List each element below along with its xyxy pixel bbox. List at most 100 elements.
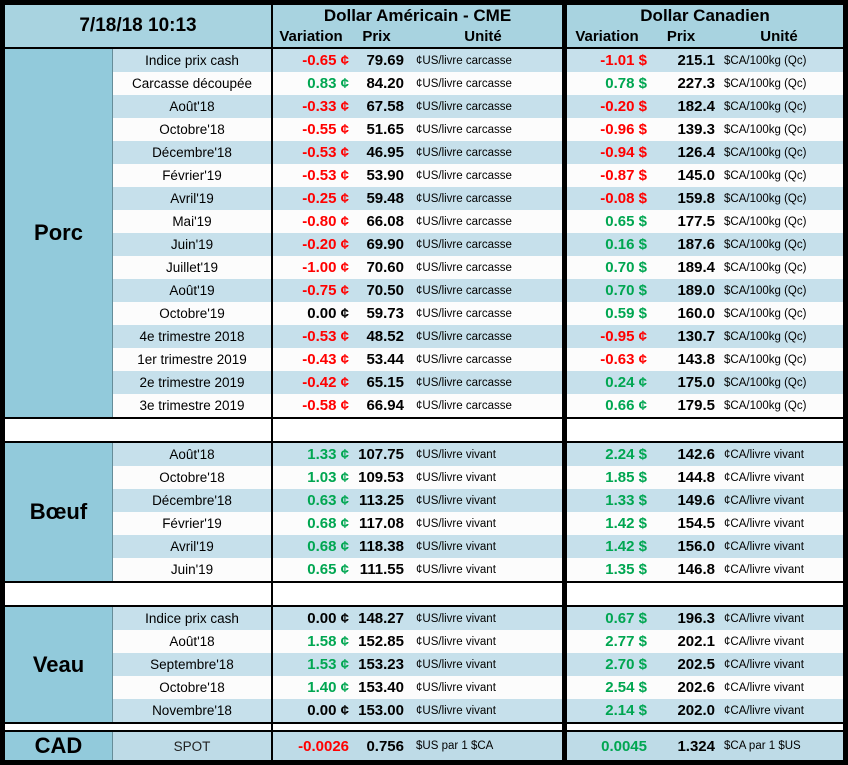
us-price-cell[interactable]: 69.90 bbox=[366, 236, 404, 253]
ca-unit-cell[interactable]: ¢CA/livre vivant bbox=[724, 681, 804, 694]
us-price-cell[interactable]: 153.23 bbox=[358, 656, 404, 673]
ca-unit-cell[interactable]: $CA/100kg (Qc) bbox=[724, 284, 807, 297]
ca-price-cell[interactable]: 154.5 bbox=[677, 515, 715, 532]
us-variation-cell[interactable]: -0.25 ¢ bbox=[302, 190, 349, 207]
us-variation-cell[interactable]: 1.58 ¢ bbox=[307, 633, 349, 650]
ca-unit-cell[interactable]: $CA/100kg (Qc) bbox=[724, 399, 807, 412]
ca-variation-cell[interactable]: -0.87 $ bbox=[600, 167, 647, 184]
us-unit-cell[interactable]: ¢US/livre vivant bbox=[416, 494, 496, 507]
ca-variation-cell[interactable]: 0.70 $ bbox=[605, 259, 647, 276]
us-variation-cell[interactable]: 0.68 ¢ bbox=[307, 538, 349, 555]
us-price-cell[interactable]: 59.48 bbox=[366, 190, 404, 207]
ca-price-cell[interactable]: 182.4 bbox=[677, 98, 715, 115]
contract-label-cell[interactable]: Octobre'18 bbox=[113, 676, 273, 699]
us-price-cell[interactable]: 59.73 bbox=[366, 305, 404, 322]
us-price-cell[interactable]: 53.90 bbox=[366, 167, 404, 184]
us-variation-cell[interactable]: -0.55 ¢ bbox=[302, 121, 349, 138]
us-unit-cell[interactable]: ¢US/livre vivant bbox=[416, 658, 496, 671]
contract-label-cell[interactable]: Mai'19 bbox=[113, 210, 273, 233]
ca-price-cell[interactable]: 146.8 bbox=[677, 561, 715, 578]
us-price-cell[interactable]: 67.58 bbox=[366, 98, 404, 115]
ca-variation-cell[interactable]: -1.01 $ bbox=[600, 52, 647, 69]
contract-label-cell[interactable]: Novembre'18 bbox=[113, 699, 273, 722]
us-variation-cell[interactable]: 0.83 ¢ bbox=[307, 75, 349, 92]
us-variation-cell[interactable]: -0.20 ¢ bbox=[302, 236, 349, 253]
us-variation-cell[interactable]: -0.53 ¢ bbox=[302, 328, 349, 345]
ca-price-cell[interactable]: 130.7 bbox=[677, 328, 715, 345]
ca-price-cell[interactable]: 189.4 bbox=[677, 259, 715, 276]
ca-variation-cell[interactable]: 2.54 $ bbox=[605, 679, 647, 696]
us-variation-cell[interactable]: 1.03 ¢ bbox=[307, 469, 349, 486]
ca-variation-cell[interactable]: -0.95 ¢ bbox=[600, 328, 647, 345]
contract-label-cell[interactable]: Août'18 bbox=[113, 95, 273, 118]
ca-variation-cell[interactable]: 2.14 $ bbox=[605, 702, 647, 719]
ca-variation-cell[interactable]: 0.16 $ bbox=[605, 236, 647, 253]
ca-variation-cell[interactable]: 1.42 $ bbox=[605, 515, 647, 532]
us-unit-cell[interactable]: ¢US/livre carcasse bbox=[416, 123, 512, 136]
us-unit-cell[interactable]: ¢US/livre carcasse bbox=[416, 146, 512, 159]
ca-unit-cell[interactable]: ¢CA/livre vivant bbox=[724, 494, 804, 507]
us-variation-cell[interactable]: 1.53 ¢ bbox=[307, 656, 349, 673]
contract-label-cell[interactable]: Avril'19 bbox=[113, 535, 273, 558]
us-variation-cell[interactable]: 0.00 ¢ bbox=[307, 305, 349, 322]
us-variation-cell[interactable]: -1.00 ¢ bbox=[302, 259, 349, 276]
contract-label-cell[interactable]: Août'18 bbox=[113, 443, 273, 466]
us-variation-cell[interactable]: 0.68 ¢ bbox=[307, 515, 349, 532]
contract-label-cell[interactable]: Indice prix cash bbox=[113, 49, 273, 72]
ca-price-cell[interactable]: 143.8 bbox=[677, 351, 715, 368]
ca-variation-cell[interactable]: -0.96 $ bbox=[600, 121, 647, 138]
us-price-cell[interactable]: 118.38 bbox=[358, 538, 404, 555]
us-price-cell[interactable]: 152.85 bbox=[358, 633, 404, 650]
us-variation-cell[interactable]: 0.63 ¢ bbox=[307, 492, 349, 509]
us-unit-cell[interactable]: ¢US/livre vivant bbox=[416, 540, 496, 553]
ca-price-cell[interactable]: 189.0 bbox=[677, 282, 715, 299]
us-unit-cell[interactable]: ¢US/livre carcasse bbox=[416, 376, 512, 389]
ca-unit-cell[interactable]: ¢CA/livre vivant bbox=[724, 471, 804, 484]
us-price-cell[interactable]: 66.94 bbox=[366, 397, 404, 414]
us-price-cell[interactable]: 84.20 bbox=[366, 75, 404, 92]
ca-variation-cell[interactable]: 0.59 $ bbox=[605, 305, 647, 322]
us-unit-cell[interactable]: ¢US/livre carcasse bbox=[416, 399, 512, 412]
contract-label-cell[interactable]: Octobre'18 bbox=[113, 118, 273, 141]
ca-unit-cell[interactable]: $CA/100kg (Qc) bbox=[724, 100, 807, 113]
contract-label-cell[interactable]: SPOT bbox=[113, 732, 273, 760]
ca-unit-cell[interactable]: ¢CA/livre vivant bbox=[724, 517, 804, 530]
ca-variation-cell[interactable]: 0.65 $ bbox=[605, 213, 647, 230]
ca-variation-cell[interactable]: 0.24 ¢ bbox=[605, 374, 647, 391]
us-unit-cell[interactable]: ¢US/livre carcasse bbox=[416, 215, 512, 228]
ca-variation-cell[interactable]: 1.35 $ bbox=[605, 561, 647, 578]
us-variation-cell[interactable]: 1.33 ¢ bbox=[307, 446, 349, 463]
us-price-cell[interactable]: 46.95 bbox=[366, 144, 404, 161]
ca-unit-cell[interactable]: $CA/100kg (Qc) bbox=[724, 376, 807, 389]
us-variation-cell[interactable]: 0.65 ¢ bbox=[307, 561, 349, 578]
contract-label-cell[interactable]: Février'19 bbox=[113, 512, 273, 535]
contract-label-cell[interactable]: 1er trimestre 2019 bbox=[113, 348, 273, 371]
us-unit-cell[interactable]: $US par 1 $CA bbox=[416, 740, 494, 752]
us-price-cell[interactable]: 70.60 bbox=[366, 259, 404, 276]
contract-label-cell[interactable]: 3e trimestre 2019 bbox=[113, 394, 273, 417]
ca-unit-cell[interactable]: ¢CA/livre vivant bbox=[724, 635, 804, 648]
contract-label-cell[interactable]: Octobre'19 bbox=[113, 302, 273, 325]
ca-variation-cell[interactable]: 2.24 $ bbox=[605, 446, 647, 463]
us-variation-cell[interactable]: -0.80 ¢ bbox=[302, 213, 349, 230]
ca-variation-cell[interactable]: 1.42 $ bbox=[605, 538, 647, 555]
ca-unit-cell[interactable]: $CA/100kg (Qc) bbox=[724, 238, 807, 251]
us-variation-cell[interactable]: -0.53 ¢ bbox=[302, 144, 349, 161]
us-price-cell[interactable]: 66.08 bbox=[366, 213, 404, 230]
ca-unit-cell[interactable]: ¢CA/livre vivant bbox=[724, 448, 804, 461]
ca-unit-cell[interactable]: $CA/100kg (Qc) bbox=[724, 192, 807, 205]
us-variation-cell[interactable]: -0.0026 bbox=[298, 737, 349, 755]
ca-unit-cell[interactable]: ¢CA/livre vivant bbox=[724, 612, 804, 625]
ca-variation-cell[interactable]: -0.94 $ bbox=[600, 144, 647, 161]
us-unit-cell[interactable]: ¢US/livre vivant bbox=[416, 704, 496, 717]
us-price-cell[interactable]: 53.44 bbox=[366, 351, 404, 368]
ca-variation-cell[interactable]: 1.85 $ bbox=[605, 469, 647, 486]
us-unit-cell[interactable]: ¢US/livre vivant bbox=[416, 635, 496, 648]
contract-label-cell[interactable]: Juin'19 bbox=[113, 233, 273, 256]
us-variation-cell[interactable]: 0.00 ¢ bbox=[307, 702, 349, 719]
us-price-cell[interactable]: 117.08 bbox=[358, 515, 404, 532]
us-unit-cell[interactable]: ¢US/livre carcasse bbox=[416, 100, 512, 113]
us-unit-cell[interactable]: ¢US/livre vivant bbox=[416, 471, 496, 484]
ca-unit-cell[interactable]: ¢CA/livre vivant bbox=[724, 704, 804, 717]
ca-unit-cell[interactable]: $CA/100kg (Qc) bbox=[724, 330, 807, 343]
